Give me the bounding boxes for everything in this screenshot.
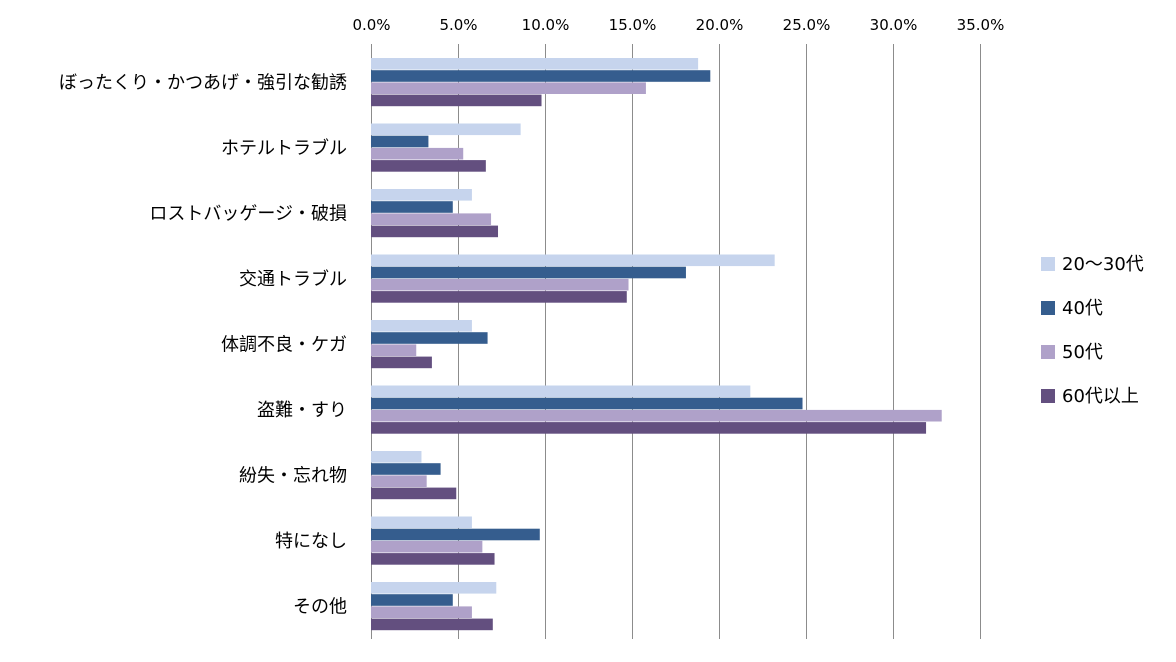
category-labels: ぼったくり・かつあげ・強引な勧誘ホテルトラブルロストバッゲージ・破損交通トラブル… bbox=[59, 72, 347, 617]
bar bbox=[371, 451, 422, 463]
bar bbox=[371, 225, 499, 238]
bar bbox=[371, 291, 627, 303]
bar bbox=[371, 123, 521, 136]
bar bbox=[371, 356, 432, 369]
bar bbox=[371, 189, 472, 201]
x-tick-label: 10.0% bbox=[522, 16, 570, 34]
bar bbox=[371, 475, 427, 487]
category-label: その他 bbox=[293, 596, 347, 617]
bar bbox=[371, 487, 457, 500]
bar bbox=[371, 147, 464, 160]
bar bbox=[371, 594, 453, 606]
legend-label: 50代 bbox=[1062, 342, 1103, 363]
x-tick-label: 25.0% bbox=[783, 16, 831, 34]
bar bbox=[371, 254, 775, 267]
bar bbox=[371, 618, 493, 631]
bar bbox=[371, 516, 472, 529]
legend-label: 60代以上 bbox=[1062, 386, 1139, 407]
bar bbox=[371, 553, 495, 565]
category-label: ぼったくり・かつあげ・強引な勧誘 bbox=[59, 72, 347, 93]
bar bbox=[371, 582, 497, 594]
bar bbox=[371, 278, 629, 291]
bar bbox=[371, 397, 803, 410]
legend-label: 20～30代 bbox=[1062, 254, 1144, 275]
bar bbox=[371, 135, 429, 148]
legend-swatch bbox=[1041, 389, 1055, 403]
bar bbox=[371, 385, 751, 398]
bar bbox=[371, 332, 488, 344]
bar bbox=[371, 422, 927, 434]
bar bbox=[371, 463, 441, 475]
bar bbox=[371, 160, 486, 172]
x-tick-label: 5.0% bbox=[439, 16, 477, 34]
bar bbox=[371, 409, 942, 422]
x-tick-label: 20.0% bbox=[696, 16, 744, 34]
category-label: 体調不良・ケガ bbox=[221, 334, 347, 355]
x-tick-label: 35.0% bbox=[957, 16, 1005, 34]
category-label: ホテルトラブル bbox=[221, 137, 347, 159]
category-label: ロストバッゲージ・破損 bbox=[149, 203, 347, 224]
category-label: 紛失・忘れ物 bbox=[239, 465, 347, 486]
bar bbox=[371, 213, 492, 225]
category-label: 特になし bbox=[275, 531, 347, 552]
bar bbox=[371, 82, 646, 94]
bar bbox=[371, 266, 686, 279]
x-axis-ticks: 0.0% 5.0% 10.0% 15.0% 20.0% 25.0% 30.0% 35.0% bbox=[352, 16, 1004, 34]
x-tick-label: 15.0% bbox=[609, 16, 657, 34]
legend-swatch bbox=[1041, 345, 1055, 359]
bar bbox=[371, 606, 472, 618]
x-tick-label: 0.0% bbox=[352, 16, 390, 34]
legend-label: 40代 bbox=[1062, 298, 1103, 319]
bar bbox=[371, 201, 453, 213]
legend: 20～30代 40代 50代 60代以上 bbox=[1041, 254, 1144, 407]
bars bbox=[371, 58, 942, 631]
legend-swatch bbox=[1041, 257, 1055, 271]
bar bbox=[371, 70, 711, 82]
bar bbox=[371, 58, 699, 70]
bar bbox=[371, 94, 542, 107]
legend-swatch bbox=[1041, 301, 1055, 315]
bar bbox=[371, 540, 483, 553]
bar bbox=[371, 320, 472, 332]
x-tick-label: 30.0% bbox=[870, 16, 918, 34]
bar bbox=[371, 528, 540, 541]
category-label: 交通トラブル bbox=[239, 268, 347, 290]
category-label: 盗難・すり bbox=[257, 400, 347, 421]
bar bbox=[371, 344, 417, 356]
